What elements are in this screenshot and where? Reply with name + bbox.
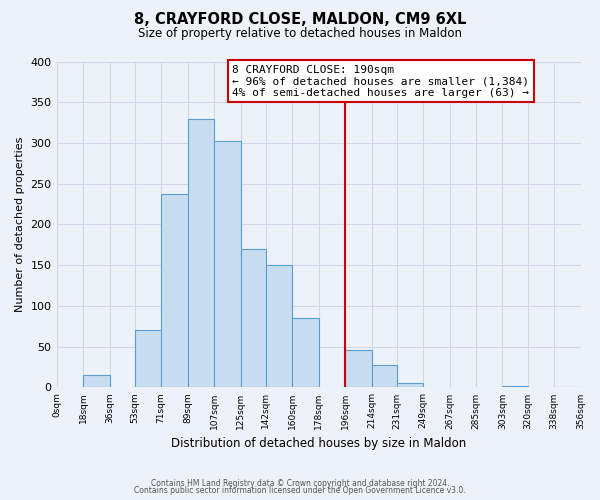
Bar: [241, 249, 266, 388]
Text: 8, CRAYFORD CLOSE, MALDON, CM9 6XL: 8, CRAYFORD CLOSE, MALDON, CM9 6XL: [134, 12, 466, 28]
Text: Size of property relative to detached houses in Maldon: Size of property relative to detached ho…: [138, 28, 462, 40]
X-axis label: Distribution of detached houses by size in Maldon: Distribution of detached houses by size …: [171, 437, 466, 450]
Text: Contains public sector information licensed under the Open Government Licence v3: Contains public sector information licen…: [134, 486, 466, 495]
Bar: [214, 140, 241, 388]
Y-axis label: Number of detached properties: Number of detached properties: [15, 137, 25, 312]
Bar: [371, 366, 397, 388]
Text: 8 CRAYFORD CLOSE: 190sqm
← 96% of detached houses are smaller (1,384)
4% of semi: 8 CRAYFORD CLOSE: 190sqm ← 96% of detach…: [232, 65, 529, 98]
Bar: [134, 330, 161, 388]
Bar: [502, 386, 527, 388]
Bar: [188, 118, 214, 388]
Bar: [554, 386, 581, 388]
Bar: [266, 265, 292, 388]
Bar: [345, 350, 371, 388]
Bar: [292, 318, 319, 388]
Bar: [83, 375, 110, 388]
Bar: [161, 194, 188, 388]
Bar: [397, 382, 423, 388]
Text: Contains HM Land Registry data © Crown copyright and database right 2024.: Contains HM Land Registry data © Crown c…: [151, 478, 449, 488]
